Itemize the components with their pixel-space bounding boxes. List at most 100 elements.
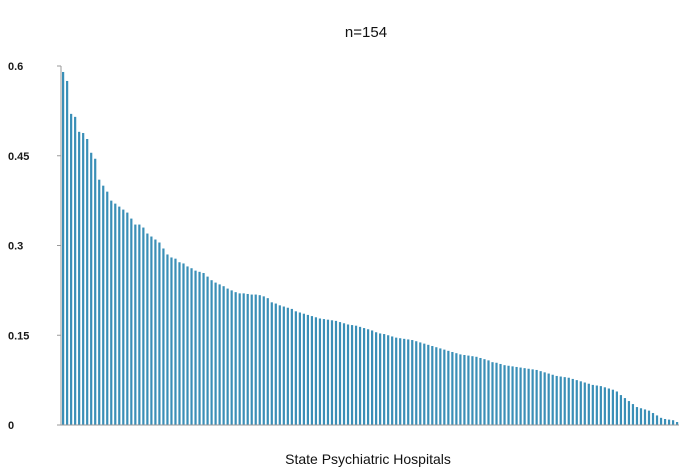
bar — [86, 139, 89, 425]
bar — [391, 336, 394, 425]
bar — [170, 257, 173, 425]
bar — [503, 365, 506, 425]
bar — [663, 419, 667, 425]
bar — [563, 377, 566, 425]
bar — [138, 224, 141, 425]
bar — [667, 419, 671, 425]
y-tick-label: 0.3 — [8, 241, 23, 253]
bar — [366, 329, 370, 425]
x-axis-label: State Psychiatric Hospitals — [285, 451, 451, 467]
bar — [254, 294, 257, 425]
bar — [579, 381, 582, 425]
bar — [318, 318, 322, 425]
bar — [459, 354, 462, 425]
bar — [499, 363, 502, 425]
bar — [362, 328, 366, 425]
bar — [551, 374, 554, 425]
bar — [234, 292, 237, 425]
bar — [290, 308, 293, 425]
bar — [427, 344, 430, 425]
bar — [118, 206, 121, 425]
y-tick-label: 0.6 — [8, 61, 23, 73]
bar — [515, 366, 518, 425]
bar — [226, 288, 229, 425]
bar — [146, 233, 149, 425]
bar — [90, 152, 93, 425]
bar — [419, 342, 422, 425]
bar — [166, 254, 169, 425]
bar — [519, 367, 522, 425]
bar — [222, 286, 225, 425]
bar — [411, 340, 414, 425]
bar — [647, 410, 651, 425]
bar — [238, 293, 241, 425]
bar — [387, 335, 390, 425]
bar — [338, 322, 342, 425]
bar — [186, 266, 189, 425]
bar — [607, 388, 610, 425]
bar — [206, 276, 209, 425]
bar — [106, 191, 109, 425]
bar — [531, 369, 534, 425]
bar — [491, 362, 494, 425]
bar — [94, 158, 97, 426]
bar — [98, 179, 101, 425]
bar — [322, 319, 326, 425]
bar — [575, 380, 578, 426]
bar — [354, 325, 358, 425]
bar — [555, 375, 558, 425]
bar — [282, 306, 285, 425]
bar — [375, 332, 378, 425]
bar — [122, 209, 125, 425]
bar — [190, 268, 193, 425]
bar — [371, 330, 374, 425]
bar — [134, 224, 137, 425]
bar — [194, 270, 197, 425]
bar — [114, 203, 117, 425]
bar — [158, 242, 161, 425]
bar — [286, 307, 289, 425]
bar — [214, 282, 217, 425]
bar — [142, 227, 145, 425]
bar — [483, 359, 486, 425]
bar — [270, 302, 273, 425]
bar — [479, 357, 482, 425]
bar — [423, 343, 426, 425]
bar — [487, 360, 490, 425]
bar — [246, 293, 249, 425]
bar — [635, 407, 639, 425]
bar — [527, 368, 530, 425]
bar — [655, 415, 659, 425]
bar — [611, 389, 614, 425]
bar — [439, 348, 442, 425]
bar — [547, 373, 550, 425]
y-tick-label: 0.15 — [8, 330, 29, 342]
bar — [659, 417, 663, 425]
bar — [675, 422, 679, 425]
bar — [358, 326, 362, 425]
bar — [262, 296, 265, 425]
bar — [399, 338, 402, 425]
bar — [154, 239, 157, 425]
bar — [627, 401, 631, 425]
bar — [471, 356, 474, 425]
bar — [66, 80, 69, 426]
bar — [174, 258, 177, 425]
bar — [595, 385, 598, 425]
bar — [218, 284, 221, 425]
bar — [314, 317, 318, 425]
bar — [623, 398, 627, 425]
bar — [603, 387, 606, 425]
bar — [310, 316, 314, 425]
bar — [250, 294, 253, 425]
bar — [182, 263, 185, 425]
bar — [350, 325, 354, 425]
bar — [70, 113, 73, 426]
bar — [443, 349, 446, 425]
bar — [431, 346, 434, 425]
bar — [587, 383, 590, 425]
bar — [298, 312, 301, 425]
bar — [455, 353, 458, 425]
